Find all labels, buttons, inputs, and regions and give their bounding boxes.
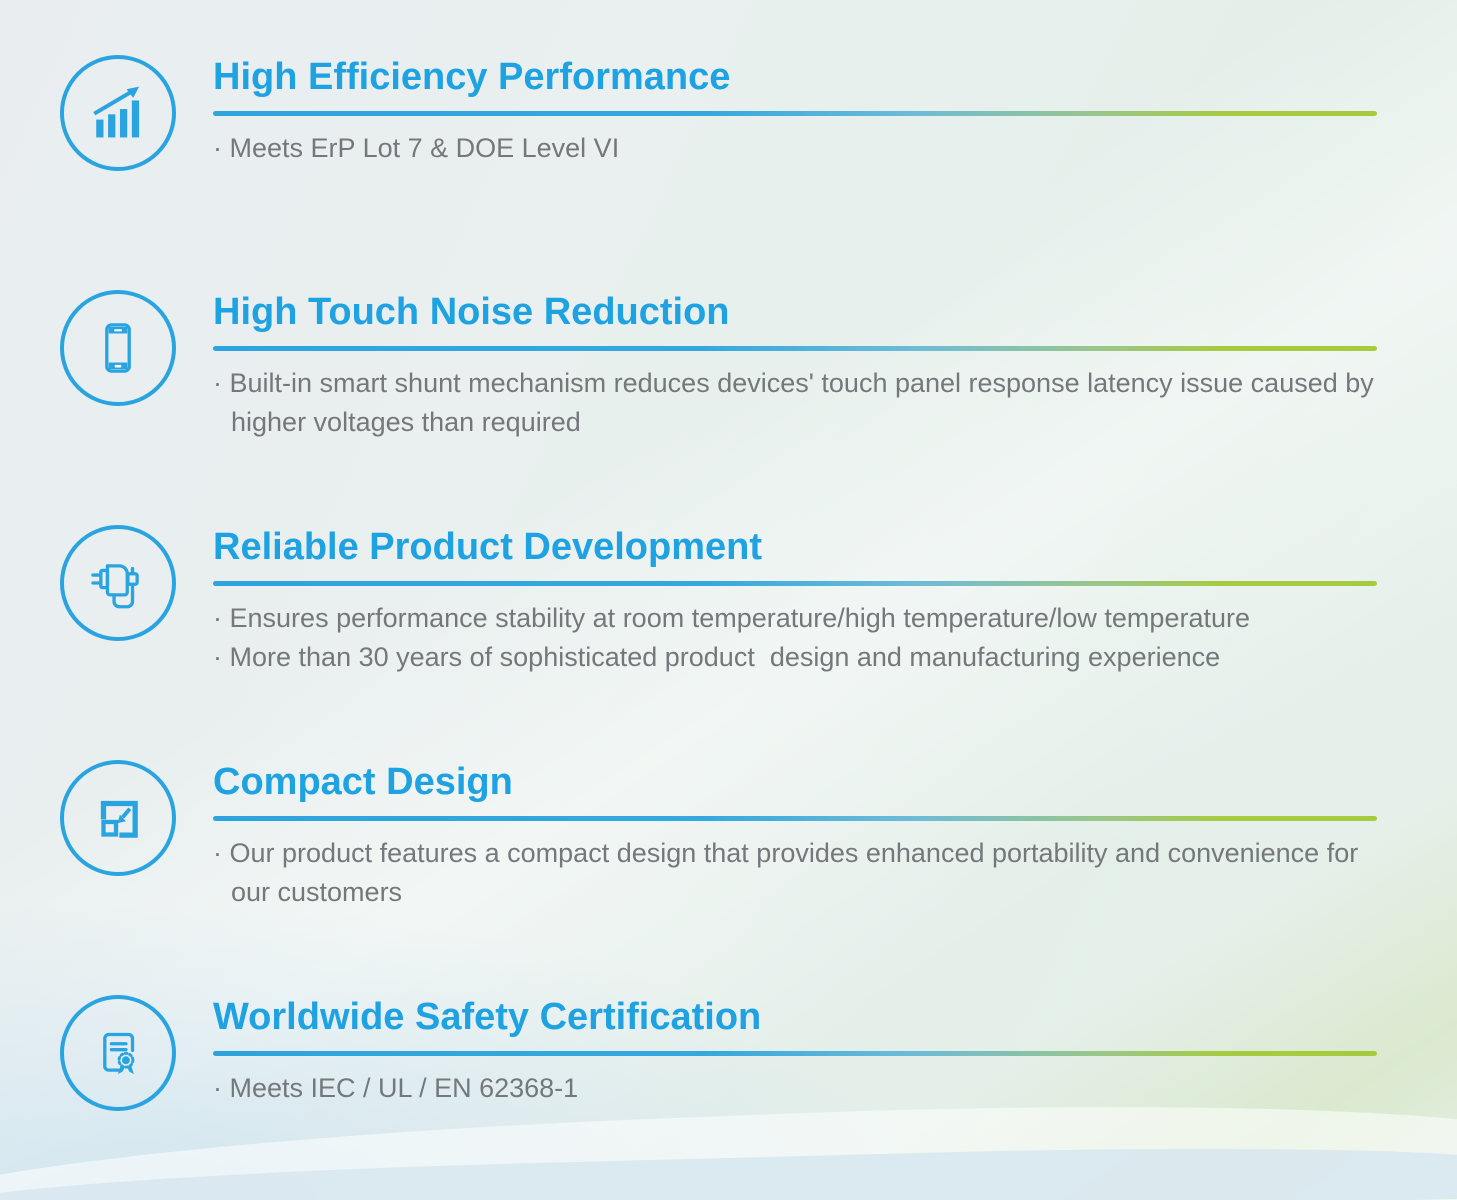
feature-bullet: · Meets IEC / UL / EN 62368-1 xyxy=(213,1069,1393,1108)
power-adapter-icon xyxy=(60,525,176,641)
smartphone-icon xyxy=(60,290,176,406)
bullet-text: Meets IEC / UL / EN 62368-1 xyxy=(229,1073,579,1103)
bullet-text: Ensures performance stability at room te… xyxy=(229,603,1250,633)
title-underline xyxy=(213,1051,1377,1056)
feature-bullets: · Built-in smart shunt mechanism reduces… xyxy=(213,364,1393,442)
feature-bullets: · Meets ErP Lot 7 & DOE Level VI xyxy=(213,129,1393,168)
bullet-text: Our product features a compact design th… xyxy=(229,838,1366,907)
feature-bullet: · Meets ErP Lot 7 & DOE Level VI xyxy=(213,129,1393,168)
title-underline xyxy=(213,816,1377,821)
bullet-text: Meets ErP Lot 7 & DOE Level VI xyxy=(229,133,620,163)
bullet-dot: · xyxy=(213,642,222,672)
bullet-text: More than 30 years of sophisticated prod… xyxy=(229,642,1221,672)
bullet-dot: · xyxy=(213,838,222,868)
feature-bullet: · Ensures performance stability at room … xyxy=(213,599,1393,638)
feature-bullets: · Ensures performance stability at room … xyxy=(213,599,1393,677)
title-underline xyxy=(213,111,1377,116)
bullet-text: Built-in smart shunt mechanism reduces d… xyxy=(229,368,1382,437)
feature-title: Compact Design xyxy=(213,761,513,803)
feature-bullet: · More than 30 years of sophisticated pr… xyxy=(213,638,1393,677)
bullet-dot: · xyxy=(213,133,222,163)
compact-resize-icon xyxy=(60,760,176,876)
feature-title: High Efficiency Performance xyxy=(213,56,731,98)
feature-bullet: · Our product features a compact design … xyxy=(213,834,1393,912)
title-underline xyxy=(213,581,1377,586)
title-underline xyxy=(213,346,1377,351)
background-bottom-strip xyxy=(0,1137,1457,1200)
certificate-icon xyxy=(60,995,176,1111)
bullet-dot: · xyxy=(213,603,222,633)
bar-chart-growth-icon xyxy=(60,55,176,171)
feature-bullets: · Our product features a compact design … xyxy=(213,834,1393,912)
feature-bullet: · Built-in smart shunt mechanism reduces… xyxy=(213,364,1393,442)
feature-title: High Touch Noise Reduction xyxy=(213,291,730,333)
feature-bullets: · Meets IEC / UL / EN 62368-1 xyxy=(213,1069,1393,1108)
bullet-dot: · xyxy=(213,368,222,398)
bullet-dot: · xyxy=(213,1073,222,1103)
feature-title: Worldwide Safety Certification xyxy=(213,996,762,1038)
feature-title: Reliable Product Development xyxy=(213,526,763,568)
